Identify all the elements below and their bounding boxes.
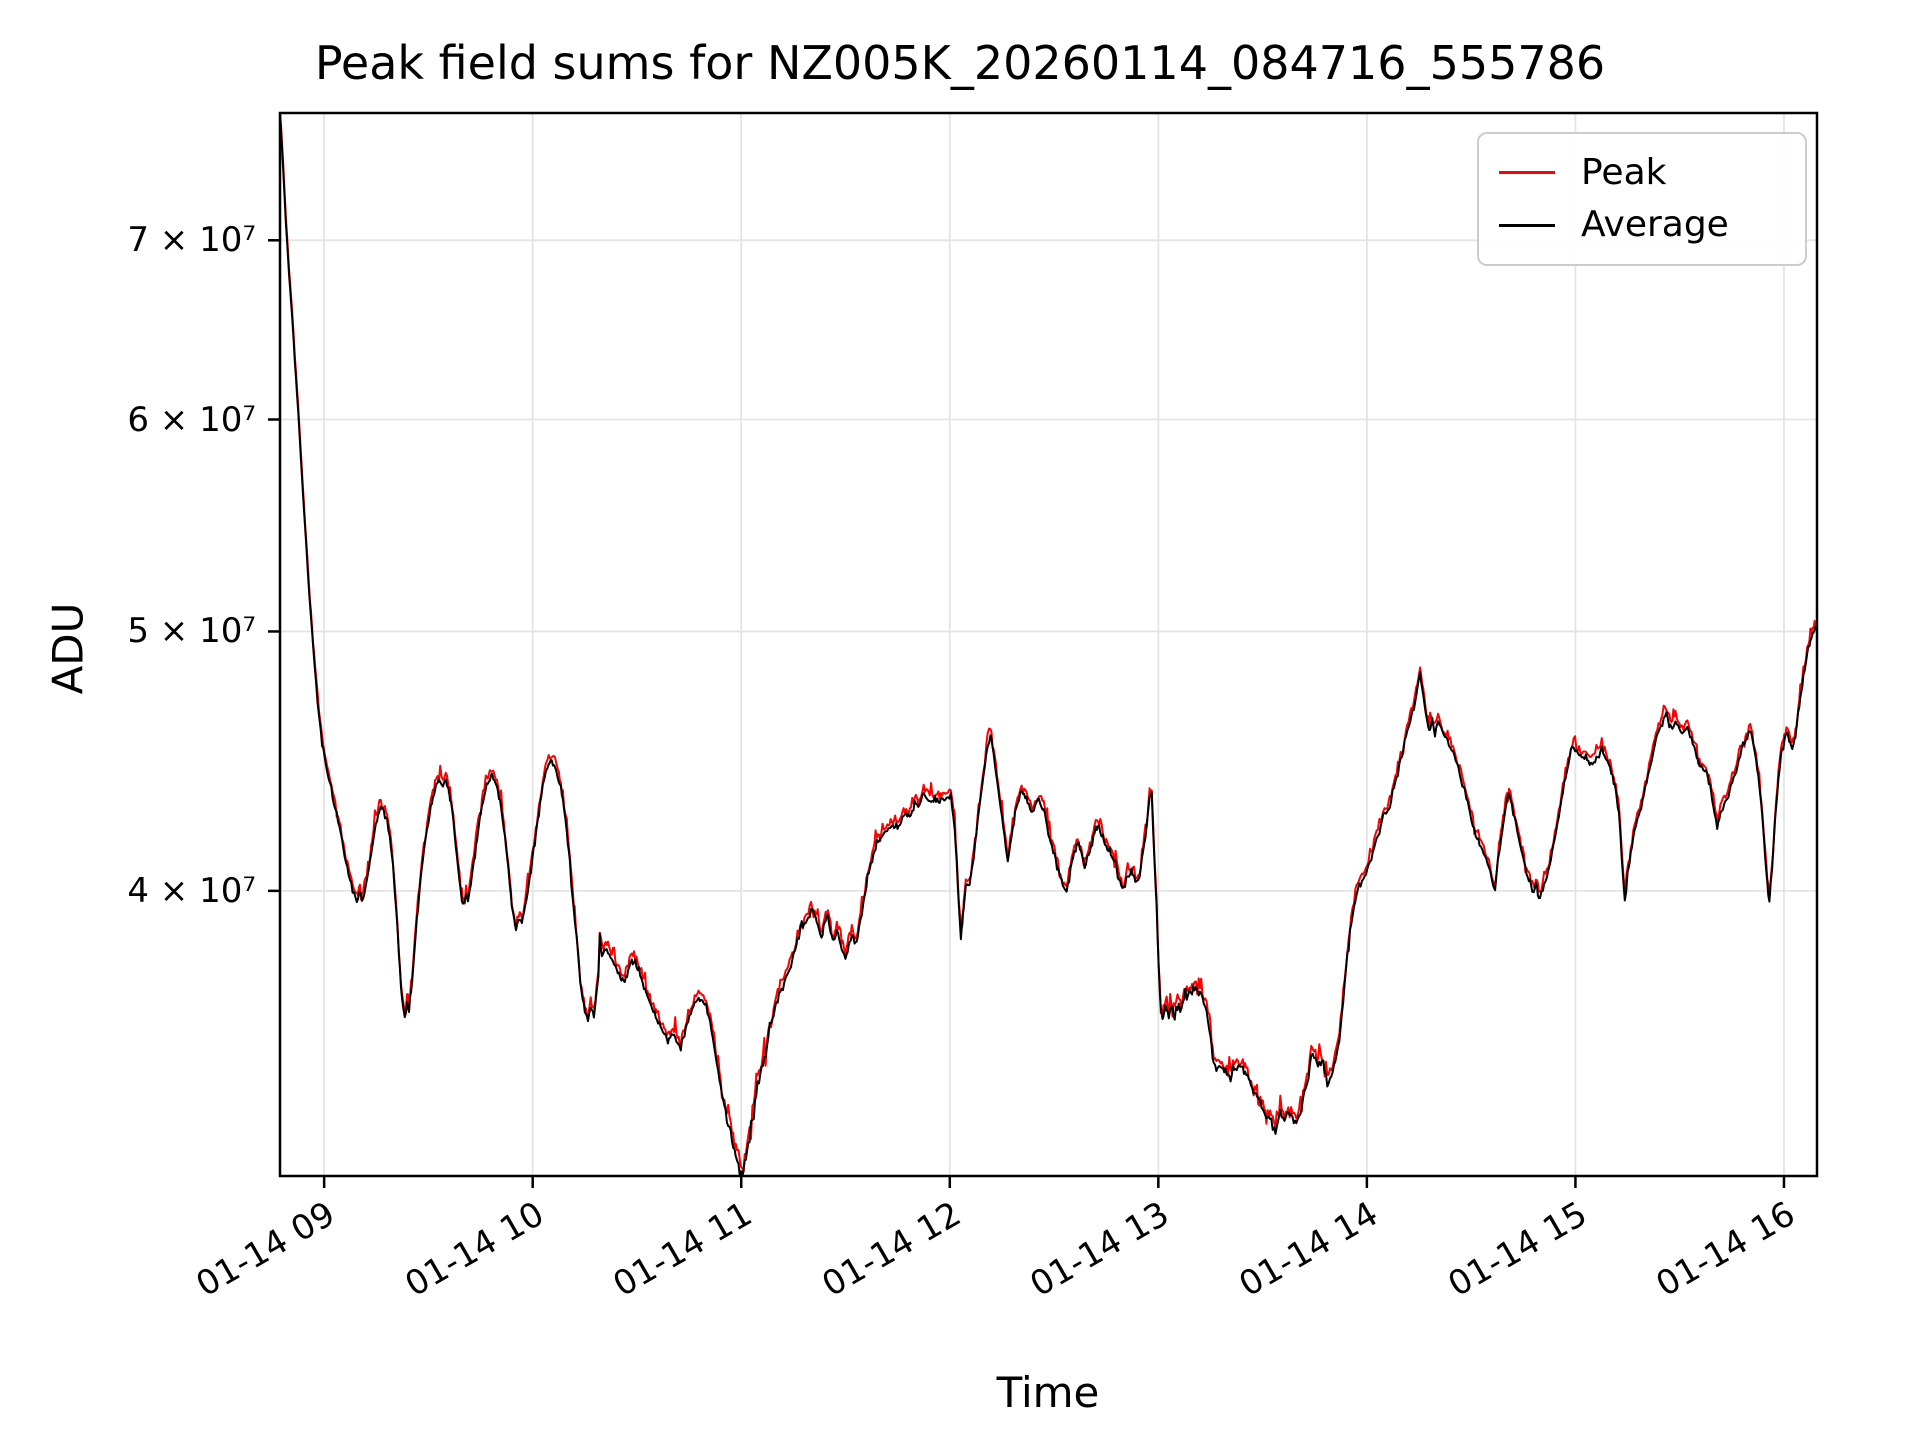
average-line-swatch	[1499, 223, 1555, 227]
y-tick-label: 7 × 10⁷	[127, 220, 256, 261]
legend-label-peak: Peak	[1581, 151, 1667, 193]
gridlines	[280, 113, 1817, 1176]
data-curves	[280, 113, 1817, 1176]
x-axis-label: Time	[996, 1368, 1100, 1417]
legend-label-average: Average	[1581, 204, 1729, 246]
y-tick-label: 5 × 10⁷	[127, 611, 256, 652]
axes-spines	[278, 111, 1819, 1178]
legend-entry-peak: Peak	[1479, 151, 1805, 193]
y-tick-label: 4 × 10⁷	[127, 870, 256, 911]
peak-series-line	[280, 113, 1817, 1173]
y-tick-label: 6 × 10⁷	[127, 399, 256, 440]
chart-title: Peak field sums for NZ005K_20260114_0847…	[314, 36, 1606, 90]
legend-box: Peak Average	[1477, 132, 1807, 266]
axis-ticks	[268, 239, 1786, 1188]
legend-entry-average: Average	[1479, 205, 1805, 245]
peak-line-swatch	[1499, 171, 1555, 175]
average-series-line	[280, 113, 1817, 1176]
